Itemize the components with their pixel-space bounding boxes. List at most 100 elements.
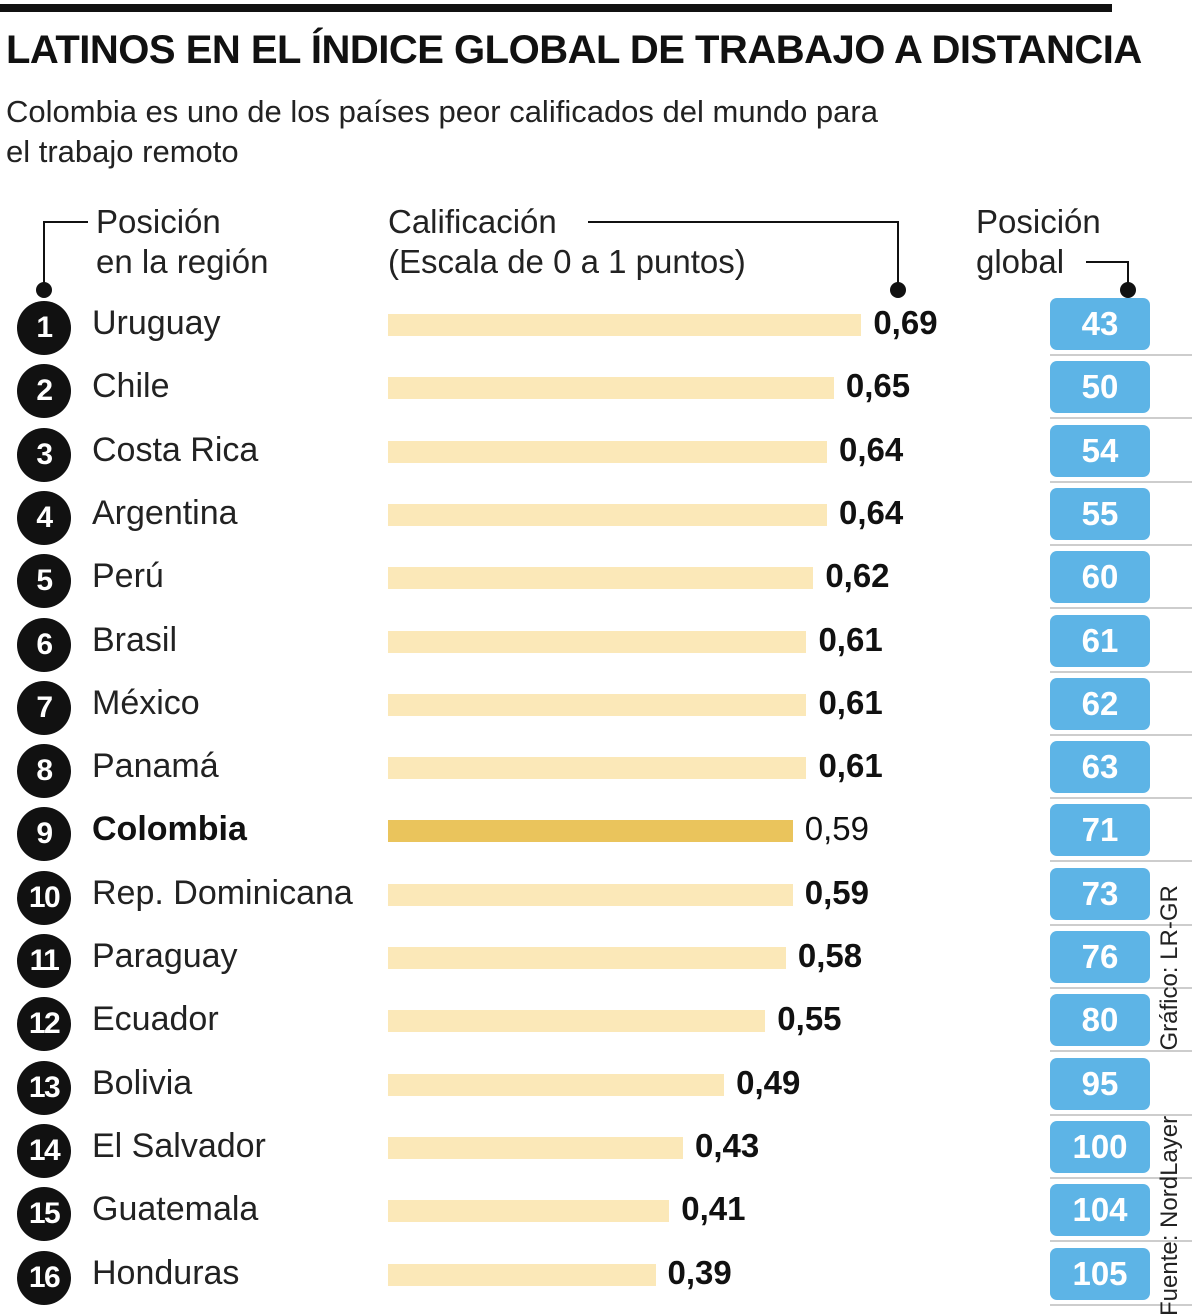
table-row: 5 Perú 0,62 60 — [0, 549, 1200, 612]
score-bar — [388, 377, 834, 400]
table-row: 11 Paraguay 0,58 76 — [0, 929, 1200, 992]
row-separator — [1050, 1113, 1192, 1116]
graphic-credit: Gráfico: LR-GR — [1156, 885, 1183, 1051]
score-value-label: 0,64 — [839, 430, 904, 468]
score-value-label: 0,39 — [667, 1253, 732, 1291]
country-label: México — [92, 683, 200, 722]
region-rank-badge: 15 — [17, 1187, 71, 1242]
score-bar — [388, 440, 828, 463]
global-rank-pill: 63 — [1050, 741, 1150, 794]
global-rank-pill: 50 — [1050, 361, 1150, 414]
region-rank-badge: 13 — [17, 1060, 71, 1115]
country-label: Guatemala — [92, 1190, 259, 1229]
global-rank-pill: 43 — [1050, 298, 1150, 350]
header-position-global: Posición global — [976, 203, 1101, 280]
row-separator — [1050, 1303, 1192, 1306]
country-label: Costa Rica — [92, 430, 259, 469]
global-rank-pill: 104 — [1050, 1184, 1150, 1237]
score-value-label: 0,41 — [681, 1190, 746, 1228]
source-credit: Fuente: NordLayer Gráfico: LR-GR — [1156, 885, 1184, 1316]
table-row: 16 Honduras 0,39 105 — [0, 1246, 1200, 1309]
region-rank-badge: 6 — [17, 617, 71, 672]
score-value-label: 0,61 — [818, 683, 883, 721]
score-bar — [388, 1010, 766, 1033]
header-score: Calificación (Escala de 0 a 1 puntos) — [388, 203, 746, 280]
row-separator — [1050, 543, 1192, 546]
top-rule — [0, 4, 1112, 12]
global-rank-pill: 100 — [1050, 1120, 1150, 1173]
row-separator — [1050, 797, 1192, 800]
score-bar — [388, 630, 807, 653]
global-rank-pill: 61 — [1050, 614, 1150, 667]
table-row: 3 Costa Rica 0,64 54 — [0, 423, 1200, 486]
score-bar — [388, 503, 828, 526]
score-bar — [388, 820, 793, 843]
score-bar — [388, 883, 793, 906]
score-value-label: 0,61 — [818, 747, 883, 785]
row-separator — [1050, 354, 1192, 356]
table-row: 9 Colombia 0,59 71 — [0, 802, 1200, 865]
table-row: 12 Ecuador 0,55 80 — [0, 992, 1200, 1055]
score-value-label: 0,64 — [839, 493, 904, 531]
table-row: 2 Chile 0,65 50 — [0, 359, 1200, 422]
table-row: 8 Panamá 0,61 63 — [0, 739, 1200, 802]
country-label: Chile — [92, 367, 170, 406]
row-separator — [1050, 670, 1192, 673]
row-separator — [1050, 417, 1192, 420]
country-label: Uruguay — [92, 304, 221, 342]
global-rank-pill: 60 — [1050, 551, 1150, 604]
score-value-label: 0,69 — [873, 304, 938, 341]
table-row: 4 Argentina 0,64 55 — [0, 486, 1200, 549]
region-rank-badge: 12 — [17, 997, 71, 1052]
score-bar — [388, 947, 786, 969]
table-row: 6 Brasil 0,61 61 — [0, 613, 1200, 676]
country-label: Rep. Dominicana — [92, 873, 353, 912]
table-row: 13 Bolivia 0,49 95 — [0, 1056, 1200, 1119]
score-bar — [388, 567, 814, 590]
row-separator — [1050, 987, 1192, 989]
global-rank-pill: 73 — [1050, 867, 1150, 920]
region-rank-badge: 2 — [17, 364, 71, 419]
country-label: Perú — [92, 557, 164, 596]
score-bar — [388, 757, 807, 780]
source-label: Fuente: NordLayer — [1156, 1115, 1183, 1316]
country-label: El Salvador — [92, 1126, 266, 1165]
country-label: Panamá — [92, 747, 219, 786]
region-rank-badge: 7 — [17, 680, 71, 735]
country-label: Argentina — [92, 493, 238, 532]
region-rank-badge: 4 — [17, 490, 71, 545]
country-label: Bolivia — [92, 1063, 193, 1102]
global-rank-pill: 95 — [1050, 1057, 1150, 1110]
global-rank-pill: 105 — [1050, 1247, 1150, 1300]
country-label: Ecuador — [92, 1000, 219, 1039]
score-value-label: 0,43 — [694, 1126, 760, 1164]
row-separator — [1050, 480, 1192, 483]
score-bar — [388, 1073, 725, 1096]
global-rank-pill: 62 — [1050, 677, 1150, 730]
score-bar — [388, 693, 807, 716]
score-bar — [388, 314, 862, 336]
row-separator — [1050, 1050, 1192, 1053]
chart-title: LATINOS EN EL ÍNDICE GLOBAL DE TRABAJO A… — [6, 28, 1142, 72]
row-separator — [1050, 923, 1192, 926]
region-rank-badge: 14 — [17, 1123, 71, 1178]
header-position-region: Posición en la región — [96, 203, 269, 280]
global-rank-pill: 54 — [1050, 424, 1150, 477]
table-row: 1 Uruguay 0,69 43 — [0, 296, 1200, 359]
region-rank-badge: 8 — [17, 744, 71, 799]
score-bar — [388, 1200, 670, 1223]
table-row: 14 El Salvador 0,43 100 — [0, 1119, 1200, 1182]
row-separator — [1050, 1176, 1192, 1179]
score-value-label: 0,61 — [818, 620, 883, 658]
row-separator — [1050, 607, 1192, 610]
table-row: 10 Rep. Dominicana 0,59 73 — [0, 866, 1200, 929]
country-label: Brasil — [92, 620, 178, 659]
region-rank-badge: 9 — [17, 807, 71, 862]
region-rank-badge: 16 — [17, 1250, 71, 1305]
score-value-label: 0,59 — [804, 873, 869, 911]
region-rank-badge: 3 — [17, 427, 71, 482]
region-rank-badge: 11 — [17, 934, 71, 988]
table-row: 7 México 0,61 62 — [0, 676, 1200, 739]
score-value-label: 0,65 — [845, 367, 911, 405]
global-rank-pill: 76 — [1050, 931, 1150, 983]
